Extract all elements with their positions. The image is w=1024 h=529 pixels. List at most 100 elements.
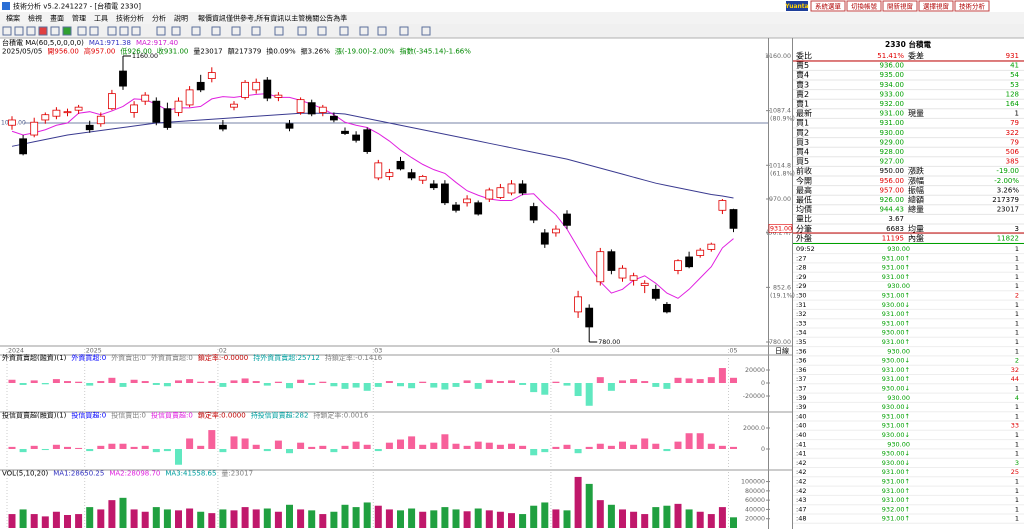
bar [718, 368, 726, 384]
tool-icon[interactable] [399, 26, 409, 36]
quote-value: 11195 [882, 234, 904, 242]
menu-item[interactable]: 檢視 [28, 14, 42, 23]
tool-icon[interactable] [77, 26, 87, 36]
candle-body [241, 81, 250, 98]
button[interactable] [954, 0, 990, 12]
tool-icon[interactable] [2, 26, 12, 36]
bar [408, 383, 416, 389]
bar [141, 381, 149, 384]
menu-item[interactable]: 管理 [72, 14, 86, 23]
quote-label: 最高 [796, 185, 812, 195]
bar [707, 377, 715, 384]
bar [297, 379, 305, 384]
quote-label: 委比 [796, 51, 812, 61]
volume-bar [363, 502, 371, 528]
volume-bar [463, 511, 471, 528]
tool-icon[interactable] [191, 26, 201, 36]
volume-bar [175, 510, 182, 528]
volume-bar [186, 508, 194, 528]
button-label[interactable]: 技術分析 [959, 2, 986, 11]
legend-item: 外資買超:0 [71, 353, 106, 362]
button[interactable] [882, 0, 918, 12]
button[interactable] [846, 0, 882, 12]
tick-time: :33 [796, 319, 806, 327]
candle-body [418, 176, 427, 181]
menu-item[interactable]: 畫面 [50, 14, 64, 23]
candle-body [463, 198, 472, 204]
button-label[interactable]: 系統選單 [815, 2, 842, 11]
button-label[interactable]: 切換帳號 [851, 2, 878, 11]
bar [430, 383, 438, 388]
menu-item[interactable]: 工具 [94, 15, 108, 23]
tick-time: :31 [796, 301, 806, 309]
ma-line [11, 93, 734, 299]
button[interactable] [918, 0, 954, 12]
tool-icon[interactable] [274, 26, 284, 36]
tool-icon[interactable] [107, 26, 117, 36]
bar [30, 445, 38, 449]
tool-icon[interactable] [251, 26, 261, 36]
tool-icon[interactable] [297, 26, 307, 36]
legend-item: 投信買賣超(融資)(1) [2, 411, 67, 420]
bar [596, 377, 604, 384]
quote-value: 926.00 [880, 196, 905, 204]
bar [230, 380, 238, 384]
bar [574, 448, 582, 454]
y-tick-label: 970.00 [769, 196, 791, 203]
menu-item[interactable]: 技術分析 [116, 14, 144, 23]
menu-item[interactable]: 檔案 [6, 14, 20, 23]
bar [8, 379, 16, 384]
quote-label: 賣5 [796, 60, 809, 70]
button-label[interactable]: 開新視窗 [887, 2, 913, 11]
bar [596, 443, 604, 449]
tool-icon[interactable] [317, 26, 327, 36]
tool-icon[interactable] [359, 26, 369, 36]
tool-icon[interactable] [231, 26, 241, 36]
bar [19, 383, 27, 385]
legend-item: 量:23017 [221, 470, 253, 478]
tool-icon[interactable] [38, 26, 48, 36]
tick-price: 930.00↓ [882, 431, 910, 439]
bar [75, 447, 83, 449]
button[interactable] [810, 0, 846, 12]
quote-value: 53 [1010, 81, 1019, 89]
tool-icon[interactable] [171, 26, 181, 36]
bar [219, 448, 227, 453]
tool-icon[interactable] [131, 26, 141, 36]
bar [119, 383, 127, 387]
x-tick-label: 02 [219, 348, 227, 355]
button-label[interactable]: 選擇視窗 [923, 2, 949, 11]
bar [197, 445, 205, 449]
volume-bar [441, 507, 449, 528]
tool-icon[interactable] [339, 26, 349, 36]
quote-value: 3 [1015, 225, 1019, 233]
volume-bar [119, 497, 127, 528]
volume-bar [308, 510, 316, 528]
tool-icon[interactable] [421, 26, 431, 36]
tick-price: 931.00↑ [882, 310, 910, 318]
tool-icon[interactable] [62, 26, 72, 36]
tool-icon[interactable] [89, 26, 99, 36]
bar [585, 446, 593, 449]
tool-icon[interactable] [14, 26, 24, 36]
tick-price: 930.00 [887, 394, 910, 402]
y-tick-label: 100000 [741, 479, 765, 486]
tool-icon[interactable] [211, 26, 221, 36]
bar [130, 446, 138, 449]
menu-item[interactable]: 說明 [174, 14, 188, 23]
quote-value: 935.00 [880, 71, 905, 79]
volume-bar [252, 509, 260, 528]
bar [419, 381, 427, 384]
tool-icon[interactable] [119, 26, 129, 36]
candle-body [552, 228, 560, 234]
tick-time: :40 [796, 412, 806, 420]
tick-qty: 1 [1015, 273, 1019, 281]
tool-icon[interactable] [156, 26, 166, 36]
tick-time: :42 [796, 487, 806, 495]
quote-label: 外盤 [796, 233, 812, 243]
bar [64, 381, 71, 384]
tool-icon[interactable] [50, 26, 60, 36]
tool-icon[interactable] [26, 26, 36, 36]
tool-icon[interactable] [377, 26, 387, 36]
menu-item[interactable]: 分析 [152, 14, 166, 23]
